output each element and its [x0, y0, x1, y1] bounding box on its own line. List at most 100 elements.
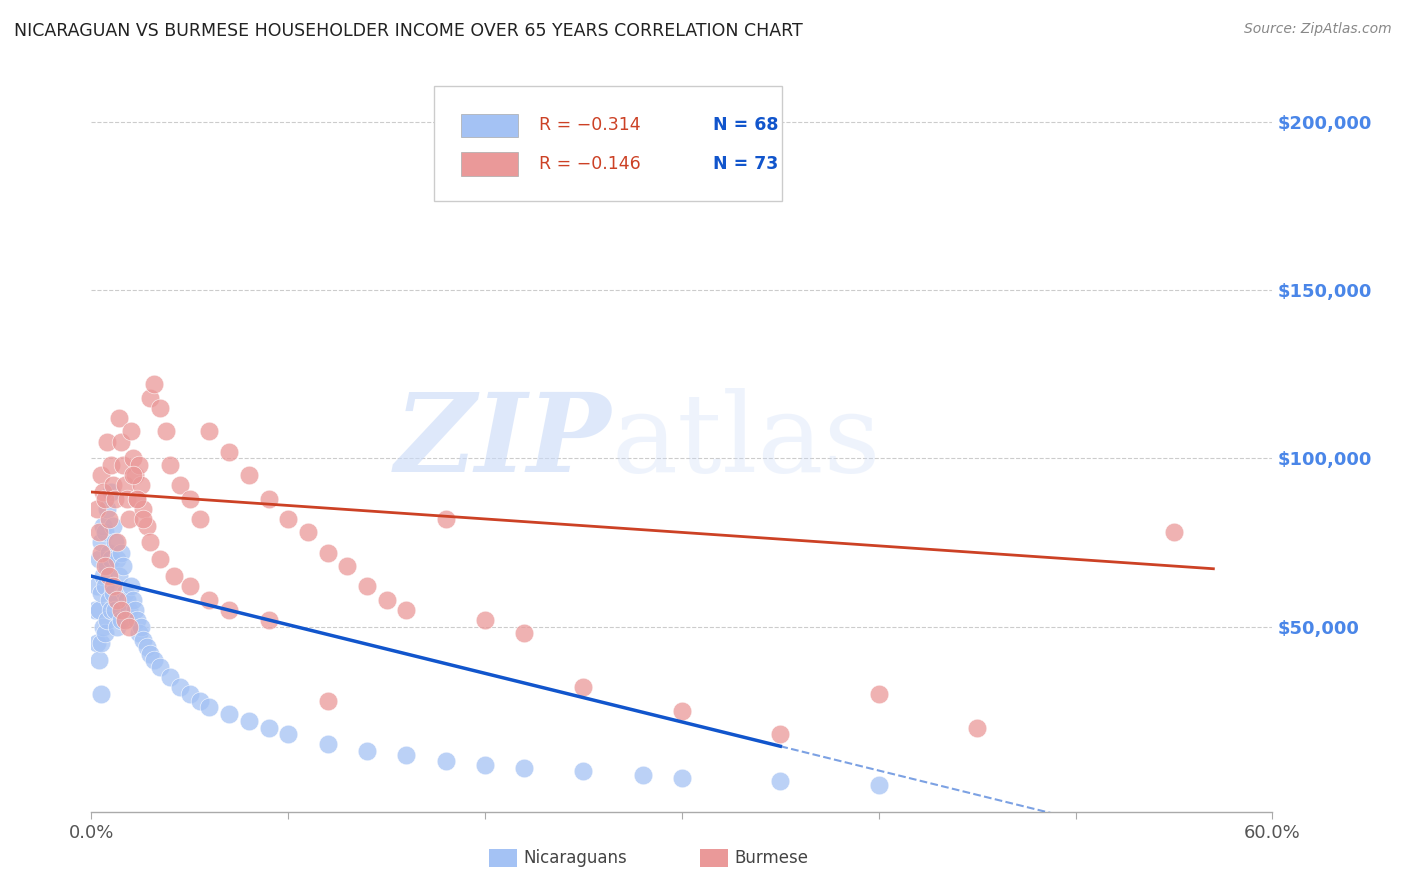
Point — [101, 518, 124, 533]
Point — [108, 569, 131, 583]
Point — [316, 738, 339, 752]
Point — [868, 687, 890, 701]
Point — [434, 512, 457, 526]
Point — [108, 411, 131, 425]
Point — [98, 592, 121, 607]
Text: ZIP: ZIP — [395, 388, 612, 495]
Point — [101, 586, 124, 600]
Point — [769, 774, 792, 789]
Text: Burmese: Burmese — [734, 849, 808, 867]
Point — [159, 458, 181, 472]
Point — [218, 603, 240, 617]
Point — [91, 485, 114, 500]
Point — [91, 518, 114, 533]
Point — [135, 640, 157, 654]
Point — [100, 603, 122, 617]
Point — [188, 512, 211, 526]
Point — [120, 579, 142, 593]
Point — [125, 491, 148, 506]
Point — [124, 603, 146, 617]
Point — [131, 501, 153, 516]
Point — [169, 478, 191, 492]
Point — [868, 778, 890, 792]
Point — [474, 757, 496, 772]
Point — [118, 603, 141, 617]
Point — [966, 721, 988, 735]
Point — [90, 468, 112, 483]
Point — [115, 592, 138, 607]
Point — [336, 559, 359, 574]
Point — [90, 586, 112, 600]
Point — [121, 468, 143, 483]
Text: Nicaraguans: Nicaraguans — [523, 849, 627, 867]
Point — [238, 714, 260, 728]
Point — [98, 569, 121, 583]
Point — [96, 501, 118, 516]
Point — [94, 579, 117, 593]
Point — [143, 653, 166, 667]
Point — [375, 592, 398, 607]
Point — [434, 754, 457, 768]
Point — [257, 491, 280, 506]
Point — [218, 707, 240, 722]
Point — [86, 501, 108, 516]
Point — [395, 747, 418, 762]
Point — [238, 468, 260, 483]
Point — [124, 468, 146, 483]
Point — [1163, 525, 1185, 540]
Point — [96, 613, 118, 627]
Point — [118, 512, 141, 526]
Point — [89, 653, 111, 667]
Point — [91, 569, 114, 583]
Point — [121, 592, 143, 607]
Point — [94, 525, 117, 540]
Point — [100, 458, 122, 472]
Point — [169, 680, 191, 694]
Point — [86, 636, 108, 650]
FancyBboxPatch shape — [461, 113, 517, 137]
Point — [356, 579, 378, 593]
Point — [316, 694, 339, 708]
Point — [139, 535, 162, 549]
Point — [111, 559, 134, 574]
Point — [110, 603, 132, 617]
Point — [572, 680, 595, 694]
Point — [125, 613, 148, 627]
Point — [671, 704, 693, 718]
Point — [104, 491, 127, 506]
Point — [513, 626, 536, 640]
Point — [89, 603, 111, 617]
Point — [89, 525, 111, 540]
Point — [143, 377, 166, 392]
Text: R = −0.314: R = −0.314 — [538, 117, 641, 135]
Point — [128, 626, 150, 640]
Point — [198, 425, 221, 439]
Point — [149, 660, 172, 674]
Point — [513, 761, 536, 775]
Point — [101, 478, 124, 492]
Point — [671, 771, 693, 785]
Point — [84, 603, 107, 617]
Point — [104, 535, 127, 549]
Point — [128, 458, 150, 472]
Point — [114, 586, 136, 600]
Point — [188, 694, 211, 708]
Point — [120, 425, 142, 439]
Point — [98, 512, 121, 526]
Point — [356, 744, 378, 758]
Point — [179, 491, 201, 506]
Point — [90, 636, 112, 650]
Point — [159, 670, 181, 684]
Point — [631, 767, 654, 781]
Point — [139, 647, 162, 661]
Text: Source: ZipAtlas.com: Source: ZipAtlas.com — [1244, 22, 1392, 37]
Point — [179, 579, 201, 593]
Point — [149, 401, 172, 415]
Point — [218, 444, 240, 458]
Point — [91, 619, 114, 633]
Point — [105, 619, 128, 633]
Point — [257, 613, 280, 627]
Point — [110, 613, 132, 627]
Point — [100, 485, 122, 500]
Point — [114, 478, 136, 492]
